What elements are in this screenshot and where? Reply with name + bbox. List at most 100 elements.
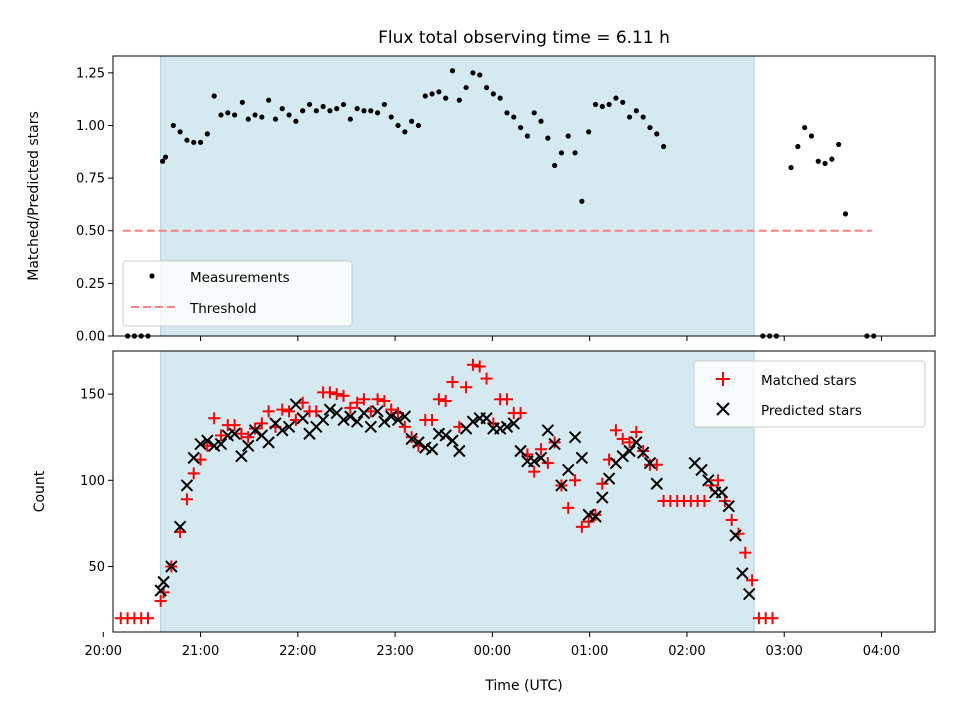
predicted-star-point xyxy=(194,437,207,451)
predicted-star-point xyxy=(154,584,167,597)
matched-star-point xyxy=(337,389,350,402)
measurement-point xyxy=(272,116,279,122)
measurement-point xyxy=(497,95,503,101)
predicted-star-point xyxy=(214,437,228,451)
predicted-star-point xyxy=(534,451,548,465)
predicted-star-point xyxy=(555,479,568,492)
ratio-panel-frame xyxy=(112,55,936,337)
measurement-point xyxy=(829,156,835,162)
matched-star-point xyxy=(712,474,725,487)
measurement-point xyxy=(633,108,639,114)
measurement-point xyxy=(361,108,367,114)
predicted-star-point xyxy=(439,429,452,442)
predicted-star-point xyxy=(337,413,350,427)
measurement-point xyxy=(822,160,828,166)
measurement-point xyxy=(415,122,422,129)
measurement-point xyxy=(524,133,531,139)
matched-star-point xyxy=(698,494,711,507)
measurement-point xyxy=(327,108,333,114)
measurement-point xyxy=(531,110,537,116)
measurement-point xyxy=(231,112,238,118)
measurement-points xyxy=(124,68,877,339)
measurement-point xyxy=(162,154,169,160)
matched-star-point xyxy=(466,358,479,371)
measurement-point xyxy=(579,198,585,204)
matched-star-point xyxy=(725,513,738,526)
predicted-star-point xyxy=(357,406,371,420)
time-x-tick-label: 20:00 xyxy=(85,644,122,659)
measurement-point xyxy=(626,114,633,120)
matched-star-point xyxy=(249,422,262,435)
measurement-point xyxy=(160,158,166,164)
matched-star-point xyxy=(276,403,289,416)
measurement-point xyxy=(354,106,360,112)
predicted-star-point xyxy=(378,415,391,428)
ratio-panel: 0.00 0.25 0.50 0.75 1.00 1.25 Matched/Predict… xyxy=(26,55,936,345)
predicted-star-points xyxy=(154,398,756,601)
measurement-point xyxy=(647,124,653,131)
legend-label-matched: Matched stars xyxy=(761,373,857,389)
predicted-star-point xyxy=(453,444,466,458)
predicted-star-point xyxy=(425,443,439,456)
matched-star-point xyxy=(446,376,459,389)
matched-star-point xyxy=(283,405,296,418)
matched-star-point xyxy=(766,612,779,625)
matched-star-point xyxy=(330,388,343,401)
measurement-point xyxy=(252,112,258,118)
ratio-legend: Measurements Threshold xyxy=(122,260,353,327)
time-x-tick-label: 01:00 xyxy=(571,644,608,659)
matched-star-point xyxy=(405,431,418,444)
measurement-point xyxy=(286,112,292,118)
predicted-star-point xyxy=(364,420,377,434)
measurement-point xyxy=(340,101,347,108)
matched-star-point xyxy=(214,429,227,442)
matched-star-point xyxy=(569,474,582,487)
count-y-tick-label: 50 xyxy=(88,560,105,575)
matched-star-point xyxy=(154,594,167,607)
measurement-point xyxy=(266,97,272,103)
time-x-tick-label: 04:00 xyxy=(863,644,900,659)
predicted-star-point xyxy=(412,436,425,449)
matched-star-point xyxy=(344,401,357,414)
matched-star-point xyxy=(480,372,493,385)
measurement-point xyxy=(572,150,578,156)
measurement-point xyxy=(815,158,821,164)
matched-star-point xyxy=(242,431,255,444)
predicted-star-point xyxy=(736,567,749,580)
measurement-point xyxy=(449,68,456,74)
predicted-star-point xyxy=(466,415,480,428)
matched-star-point xyxy=(385,403,398,416)
predicted-star-point xyxy=(187,451,200,465)
measurement-point xyxy=(368,108,374,114)
matched-star-point xyxy=(426,413,439,426)
measurement-point xyxy=(293,118,299,124)
predicted-star-point xyxy=(643,456,657,470)
predicted-star-point xyxy=(173,520,187,534)
measurement-point xyxy=(808,133,815,139)
matched-star-point xyxy=(371,393,384,406)
predicted-star-point xyxy=(636,446,650,459)
measurement-point xyxy=(788,164,794,171)
measurement-point xyxy=(395,122,401,129)
measurement-point xyxy=(191,139,197,145)
measurement-point xyxy=(592,101,599,108)
predicted-star-point xyxy=(528,455,541,468)
predicted-star-point xyxy=(228,427,241,440)
measurement-point xyxy=(320,103,326,110)
count-y-tick-label: 100 xyxy=(80,474,105,489)
predicted-star-point xyxy=(371,405,384,418)
predicted-star-point xyxy=(623,444,636,458)
predicted-star-point xyxy=(405,432,418,446)
matched-star-point xyxy=(609,424,622,437)
matched-star-point xyxy=(351,396,364,409)
measurement-point xyxy=(802,124,808,131)
time-x-axis-label: Time (UTC) xyxy=(484,678,562,694)
measurement-point xyxy=(490,91,496,97)
measurement-point xyxy=(565,133,571,139)
measurement-point xyxy=(374,110,381,116)
time-x-tick-label: 02:00 xyxy=(668,644,705,659)
predicted-star-point xyxy=(742,587,756,601)
measurement-point xyxy=(197,139,204,145)
predicted-star-point xyxy=(350,415,364,428)
matched-star-point xyxy=(398,420,411,433)
